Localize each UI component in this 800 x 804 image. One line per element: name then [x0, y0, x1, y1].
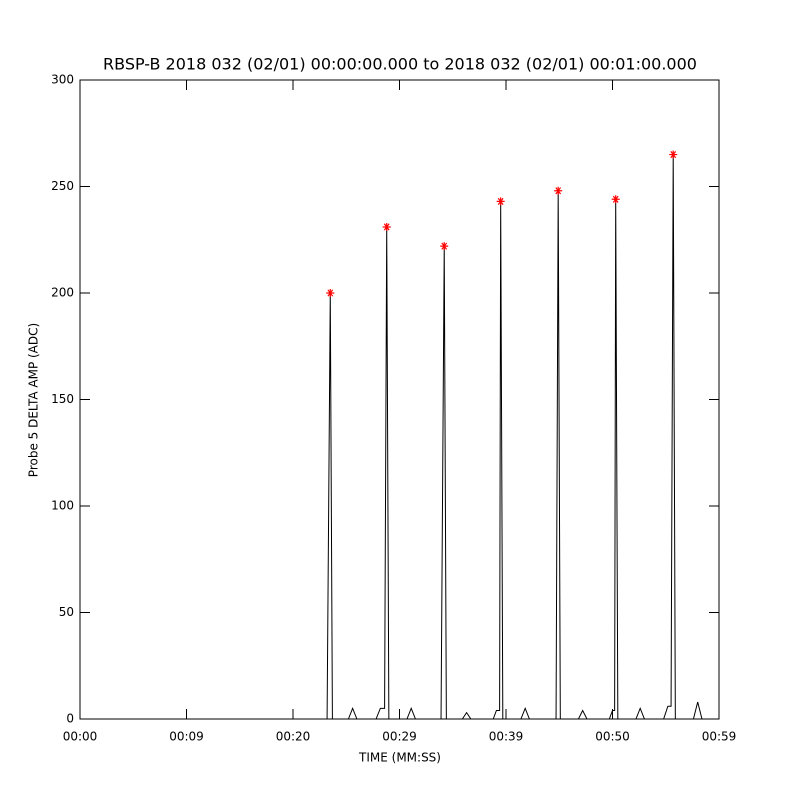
y-tick-label: 300 [51, 73, 74, 87]
y-tick-label: 100 [51, 499, 74, 513]
x-tick-label: 00:39 [489, 730, 524, 744]
y-tick-label: 250 [51, 179, 74, 193]
peak-marker [382, 222, 391, 231]
x-tick-label: 00:00 [63, 730, 98, 744]
x-tick-label: 00:29 [382, 730, 417, 744]
x-tick-label: 00:50 [595, 730, 630, 744]
peak-marker [669, 150, 678, 159]
x-tick-label: 00:20 [276, 730, 311, 744]
peak-marker [554, 186, 563, 195]
peak-marker [440, 242, 449, 251]
y-axis-label: Probe 5 DELTA AMP (ADC) [27, 323, 41, 477]
x-tick-label: 00:09 [169, 730, 204, 744]
chart-title: RBSP-B 2018 032 (02/01) 00:00:00.000 to … [103, 55, 697, 74]
x-axis-label: TIME (MM:SS) [358, 751, 441, 765]
peak-marker [496, 197, 505, 206]
peak-marker [611, 195, 620, 204]
y-tick-label: 0 [66, 712, 74, 726]
y-tick-label: 50 [59, 605, 74, 619]
data-line [80, 154, 709, 720]
y-tick-label: 200 [51, 286, 74, 300]
x-tick-label: 00:59 [702, 730, 737, 744]
y-tick-label: 150 [51, 392, 74, 406]
peak-marker [326, 289, 335, 297]
